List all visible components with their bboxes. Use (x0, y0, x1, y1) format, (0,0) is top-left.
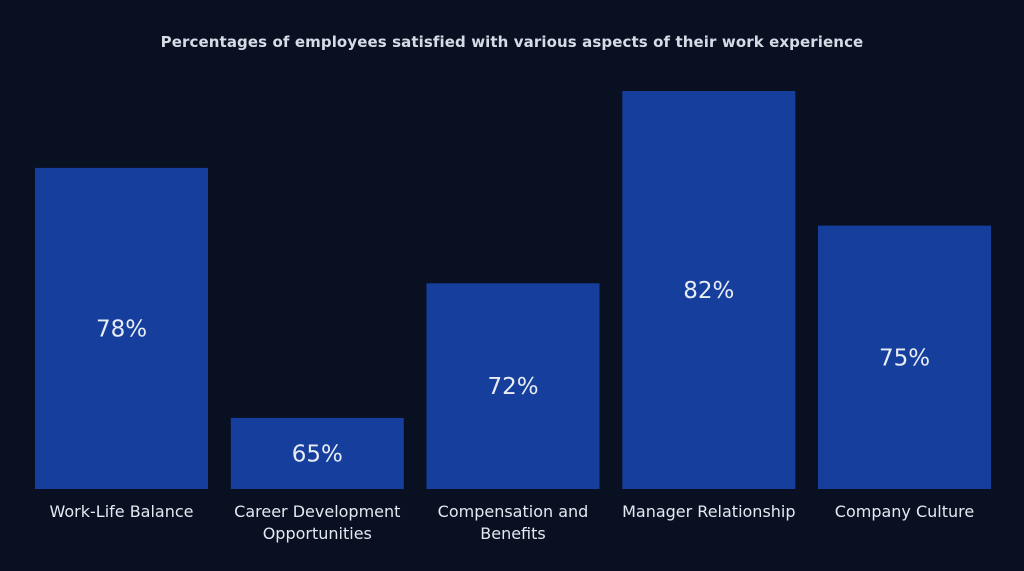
bar-value-label-1: 65% (292, 441, 343, 467)
category-label-2-0: Compensation and (438, 502, 589, 521)
bar-0 (35, 167, 208, 489)
bar-4 (818, 225, 991, 489)
bar-value-label-2: 72% (487, 374, 538, 400)
category-label-1-0: Career Development (234, 502, 400, 521)
chart-title: Percentages of employees satisfied with … (160, 33, 864, 51)
category-label-0-0: Work-Life Balance (49, 502, 193, 521)
category-label-2-1: Benefits (480, 524, 546, 543)
bar-3 (622, 91, 796, 489)
bar-2 (426, 283, 600, 489)
bar-value-label-0: 78% (96, 317, 147, 343)
bar-value-label-3: 82% (683, 278, 734, 304)
category-label-3-0: Manager Relationship (622, 502, 795, 521)
bar-value-label-4: 75% (879, 345, 930, 371)
category-label-4-0: Company Culture (835, 502, 974, 521)
bar-1 (230, 417, 404, 489)
category-label-1-1: Opportunities (263, 524, 372, 543)
